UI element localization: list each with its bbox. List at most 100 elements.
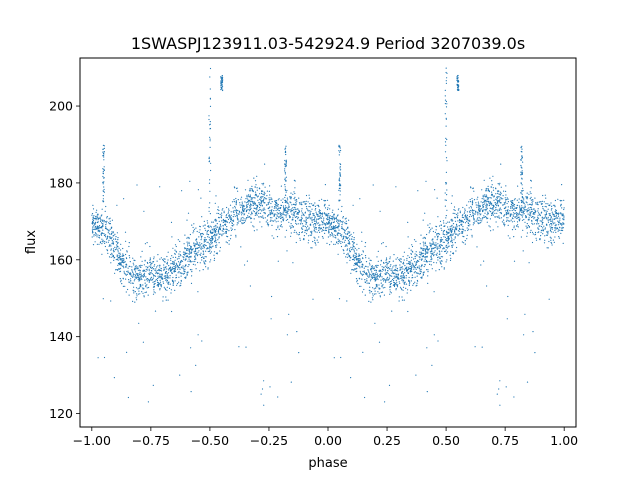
data-point — [307, 201, 309, 203]
data-point — [484, 212, 486, 214]
data-point — [287, 213, 289, 215]
data-point — [393, 279, 395, 282]
data-point — [135, 274, 137, 276]
data-point — [102, 241, 104, 243]
data-point — [120, 281, 122, 283]
data-point — [408, 284, 410, 286]
data-point — [407, 255, 409, 257]
data-point — [225, 215, 227, 217]
data-point — [193, 251, 195, 253]
data-point — [125, 291, 127, 293]
data-point — [320, 213, 322, 215]
data-point — [204, 239, 206, 241]
data-point — [522, 210, 524, 212]
data-point — [295, 201, 297, 203]
data-point — [356, 279, 358, 281]
data-point — [202, 247, 204, 249]
data-point — [247, 215, 249, 217]
data-point — [503, 223, 505, 225]
data-point — [350, 272, 352, 274]
data-point — [292, 214, 294, 216]
data-point — [247, 179, 249, 181]
data-point — [550, 218, 552, 220]
data-point — [229, 216, 232, 218]
data-point — [210, 251, 212, 253]
data-point — [215, 234, 217, 236]
data-point — [250, 221, 252, 223]
data-point — [541, 223, 543, 225]
data-point — [92, 208, 95, 210]
data-point — [276, 200, 278, 202]
data-point — [553, 241, 555, 243]
data-point — [295, 216, 297, 218]
data-point — [204, 240, 206, 242]
data-point — [136, 268, 138, 270]
data-point — [267, 214, 269, 217]
data-point — [381, 268, 384, 270]
data-point — [220, 88, 222, 90]
data-point — [445, 217, 447, 219]
data-point — [522, 161, 524, 163]
data-point — [267, 222, 269, 224]
data-point — [262, 215, 264, 217]
data-point — [207, 268, 209, 270]
data-point — [294, 196, 296, 198]
data-point — [318, 227, 320, 229]
data-point — [200, 252, 202, 254]
data-point — [219, 213, 221, 216]
data-point — [317, 204, 320, 206]
data-point — [353, 237, 355, 239]
data-point — [406, 292, 408, 294]
data-point — [118, 268, 120, 270]
data-point — [323, 205, 325, 207]
data-point — [352, 255, 354, 258]
data-point — [443, 236, 445, 238]
data-point — [524, 221, 526, 223]
data-point — [218, 212, 220, 215]
data-point — [465, 214, 467, 216]
data-point — [187, 256, 189, 258]
data-point — [447, 240, 449, 242]
data-point — [561, 224, 563, 226]
data-point — [171, 272, 173, 274]
data-point — [93, 228, 95, 230]
data-point — [454, 220, 457, 222]
data-point — [311, 220, 313, 222]
data-point — [431, 364, 433, 366]
data-point — [545, 206, 548, 208]
data-point — [315, 211, 317, 213]
data-point — [475, 202, 477, 204]
data-point — [297, 208, 299, 210]
data-point — [253, 211, 255, 213]
data-point — [376, 264, 378, 266]
data-point — [418, 267, 420, 269]
data-point — [144, 282, 146, 284]
data-point — [176, 266, 178, 268]
data-point — [377, 250, 379, 252]
data-point — [547, 216, 549, 218]
data-point — [436, 233, 438, 235]
data-point — [103, 147, 105, 149]
data-point — [191, 271, 193, 273]
data-point — [284, 186, 286, 188]
data-point — [443, 268, 445, 270]
data-point — [214, 225, 216, 227]
data-point — [505, 214, 507, 216]
data-point — [286, 206, 288, 208]
data-point — [461, 231, 463, 233]
data-point — [214, 202, 216, 204]
data-point — [201, 259, 203, 261]
data-point — [151, 266, 153, 269]
data-point — [469, 214, 471, 216]
data-point — [260, 393, 262, 395]
data-point — [373, 275, 375, 277]
data-point — [351, 269, 353, 271]
data-point — [478, 216, 480, 219]
data-point — [331, 216, 333, 218]
data-point — [389, 289, 391, 291]
x-tick-label: −0.25 — [250, 433, 288, 448]
data-point — [495, 198, 497, 200]
data-point — [262, 190, 264, 192]
data-point — [203, 241, 205, 243]
data-point — [145, 268, 147, 270]
